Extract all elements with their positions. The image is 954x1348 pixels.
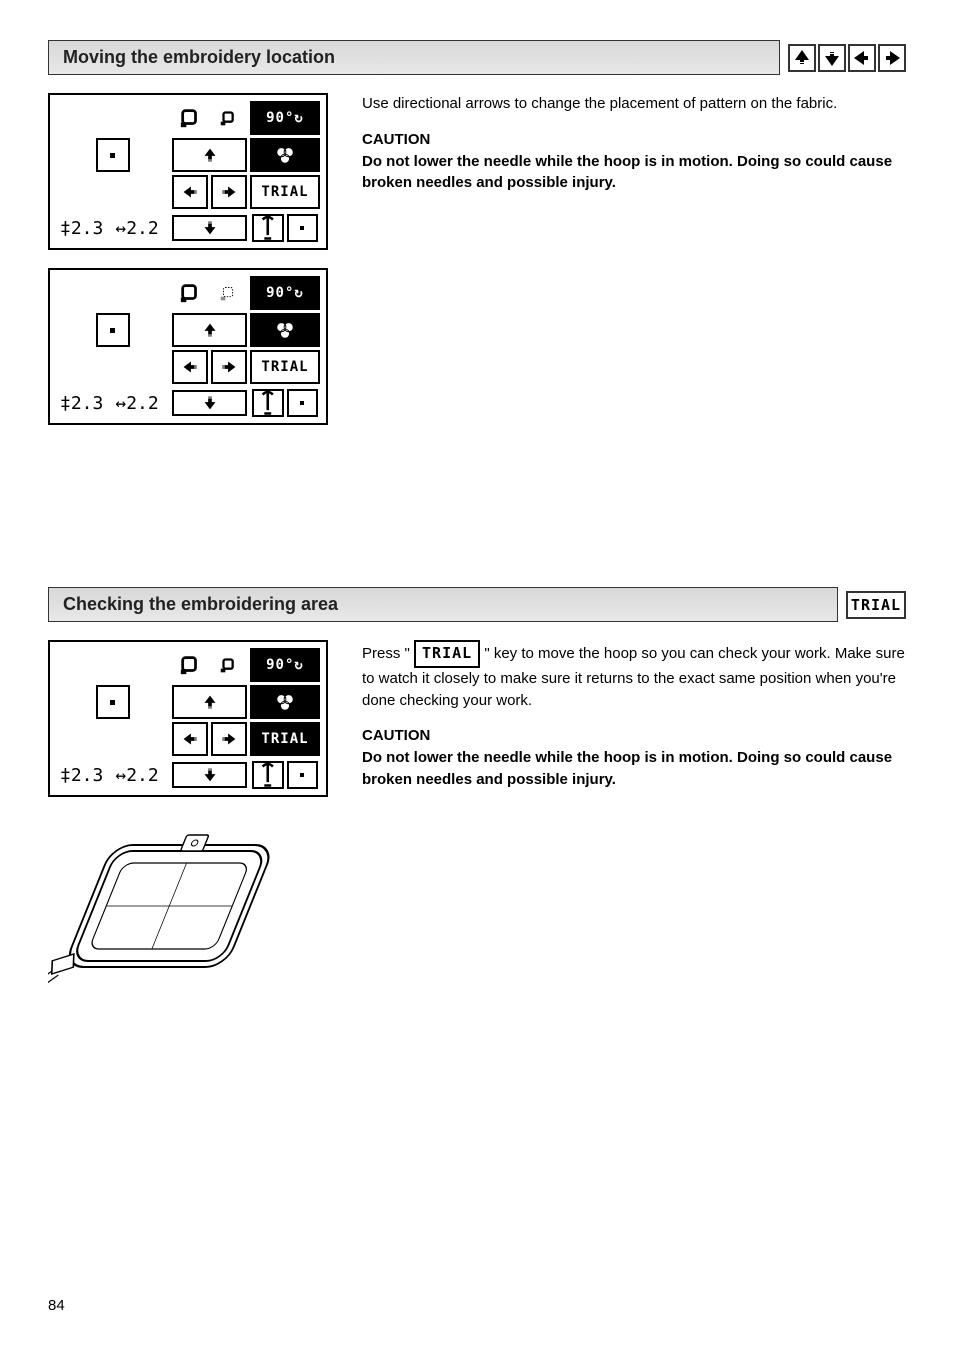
zoom-out-icon: [172, 101, 208, 135]
pattern-preview-icon: [96, 138, 130, 172]
lcd-panel-1: 90°↻ TRIAL ‡2.3↔2.2: [48, 93, 328, 250]
check-description: Press " TRIAL " key to move the hoop so …: [362, 640, 906, 711]
inline-trial-key: TRIAL: [414, 640, 480, 668]
arrow-left-icon: [848, 44, 876, 72]
section-title-check: Checking the embroidering area: [48, 587, 838, 622]
zoom-in-icon: [211, 648, 247, 682]
pattern-preview-icon: [96, 313, 130, 347]
arrow-right-icon: [878, 44, 906, 72]
needle-return-keys: [250, 387, 320, 419]
zoom-out-icon: [172, 648, 208, 682]
trial-key: TRIAL: [250, 175, 320, 209]
arrow-up-icon: [788, 44, 816, 72]
hoop-illustration: [48, 815, 288, 985]
caution-heading: CAUTION: [362, 727, 430, 744]
lcd-coordinates: ‡2.3↔2.2: [56, 212, 169, 244]
rotate-key: 90°↻: [250, 648, 320, 682]
needle-icon: [252, 389, 284, 417]
caution-text: Do not lower the needle while the hoop i…: [362, 749, 892, 788]
trial-key: TRIAL: [250, 350, 320, 384]
arrow-left-key: [172, 350, 208, 384]
center-dot-key: [287, 214, 319, 242]
lcd-coordinates: ‡2.3↔2.2: [56, 387, 169, 419]
center-dot-key: [287, 389, 319, 417]
arrow-right-key: [211, 350, 247, 384]
multi-color-key: [250, 138, 320, 172]
needle-icon: [252, 761, 284, 789]
arrow-left-key: [172, 175, 208, 209]
arrow-up-key: [172, 138, 247, 172]
arrow-up-key: [172, 313, 247, 347]
arrow-up-key: [172, 685, 247, 719]
arrow-down-icon: [818, 44, 846, 72]
lcd-preview: [56, 101, 169, 209]
page-number: 84: [48, 1297, 65, 1314]
needle-return-keys: [250, 759, 320, 791]
needle-return-keys: [250, 212, 320, 244]
arrow-down-key: [172, 215, 247, 241]
center-dot-key: [287, 761, 319, 789]
header-trial-key: TRIAL: [846, 591, 906, 619]
trial-key-active: TRIAL: [250, 722, 320, 756]
arrow-down-key: [172, 390, 247, 416]
zoom-in-icon: [211, 101, 247, 135]
needle-icon: [252, 214, 284, 242]
rotate-key: 90°↻: [250, 276, 320, 310]
trial-header-key: TRIAL: [846, 591, 906, 619]
rotate-key: 90°↻: [250, 101, 320, 135]
lcd-panel-2: 90°↻ TRIAL ‡2.3↔2.2: [48, 268, 328, 425]
lcd-panel-3: 90°↻ TRIAL ‡2.3↔2.2: [48, 640, 328, 797]
header-arrow-keys: [788, 44, 906, 72]
zoom-out-icon: [172, 276, 208, 310]
zoom-in-dimmed-icon: [211, 276, 247, 310]
arrow-left-key: [172, 722, 208, 756]
arrow-right-key: [211, 175, 247, 209]
section-title-move: Moving the embroidery location: [48, 40, 780, 75]
multi-color-key: [250, 313, 320, 347]
arrow-right-key: [211, 722, 247, 756]
multi-color-key: [250, 685, 320, 719]
lcd-coordinates: ‡2.3↔2.2: [56, 759, 169, 791]
caution-text: Do not lower the needle while the hoop i…: [362, 153, 892, 192]
arrow-down-key: [172, 762, 247, 788]
pattern-preview-icon: [96, 685, 130, 719]
caution-heading: CAUTION: [362, 131, 430, 148]
move-description: Use directional arrows to change the pla…: [362, 93, 906, 115]
